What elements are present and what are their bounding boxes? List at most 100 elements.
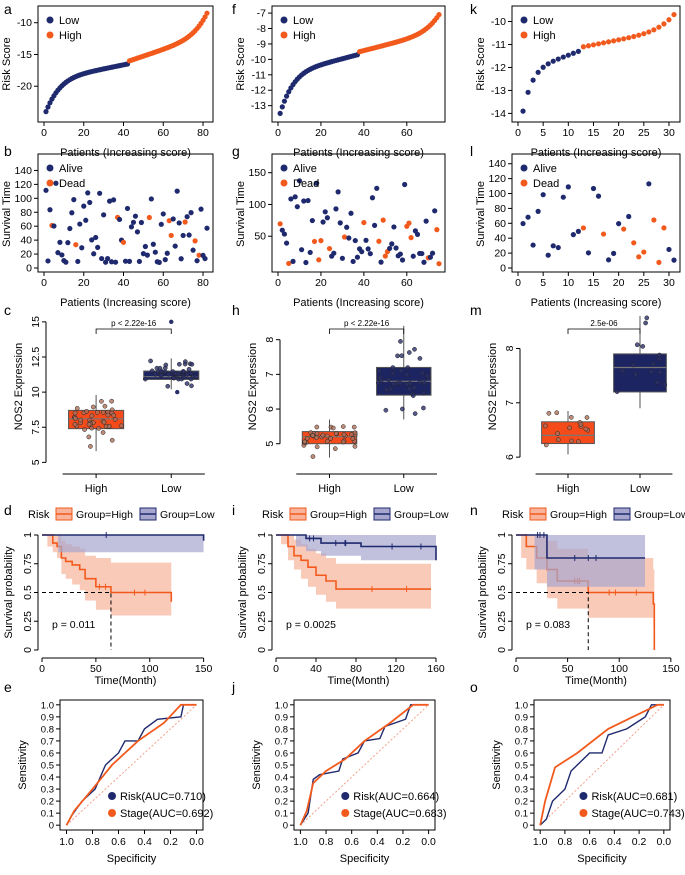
survival-point-alive	[397, 251, 403, 257]
y-axis-label: NOS2 Expression	[13, 343, 25, 430]
risk-point-low	[530, 77, 536, 83]
survival-point-alive	[186, 232, 192, 238]
y-tick-label: 140	[14, 165, 32, 177]
x-tick-label: 10	[562, 127, 574, 139]
x-axis-label: Specificity	[107, 853, 157, 865]
risk-point-low	[555, 56, 561, 62]
y-tick-label: 0	[500, 263, 506, 275]
y-tick-label: 0.75	[22, 553, 34, 574]
jitter-point	[404, 372, 410, 378]
panel-letter: o	[470, 679, 478, 695]
box-high	[541, 421, 595, 445]
x-tick-label: 160	[427, 663, 445, 675]
panel-letter: b	[4, 143, 12, 159]
jitter-point	[89, 425, 95, 431]
survival-point-alive	[150, 241, 156, 247]
y-tick-label: 100	[488, 188, 506, 200]
survival-point-alive	[335, 189, 341, 195]
y-tick-label: 1.0	[41, 700, 54, 711]
y-tick-label: 40	[494, 233, 506, 245]
jitter-point	[424, 373, 430, 379]
y-tick-label: 0.1	[515, 809, 528, 820]
x-tick-label: 40	[310, 663, 322, 675]
panel-letter: f	[232, 1, 236, 17]
roc-curve-stage	[299, 703, 429, 826]
survival-point-alive	[281, 231, 288, 237]
jitter-point	[644, 315, 650, 321]
legend-title: Risk	[28, 509, 50, 521]
risk-point-low	[45, 104, 51, 110]
y-tick-label: 0.25	[256, 611, 268, 632]
y-tick-label: 7	[504, 400, 516, 406]
risk-point-low	[540, 64, 546, 70]
y-tick-label: 0.4	[275, 773, 288, 784]
jitter-point	[340, 424, 346, 429]
x-tick-label: 0.2	[396, 836, 411, 848]
jitter-point	[546, 410, 552, 416]
jitter-point	[398, 339, 403, 344]
roc-curve-risk	[299, 704, 429, 826]
survival-point-alive	[162, 257, 168, 263]
legend-marker-high	[520, 31, 528, 39]
risk-point-low	[279, 104, 285, 110]
diagonal-reference	[539, 704, 665, 826]
survival-point-dead	[146, 214, 152, 221]
y-tick-label: 60	[20, 221, 32, 233]
roc-curve-stage	[539, 703, 664, 826]
x-tick-label: 1.0	[293, 836, 308, 848]
y-tick-label: -12	[251, 85, 266, 97]
legend-marker-low	[280, 16, 288, 24]
y-tick-label: 0.9	[275, 712, 288, 723]
jitter-point	[159, 368, 164, 374]
y-axis-label: Risk Score	[475, 37, 487, 90]
y-tick-label: 40	[20, 235, 32, 247]
survival-point-alive	[540, 192, 546, 198]
survival-point-alive	[520, 220, 526, 227]
legend-label-stage: Stage(AUC=0.692)	[120, 808, 213, 820]
jitter-point	[350, 436, 356, 441]
jitter-point	[614, 389, 620, 395]
risk-point-high	[671, 11, 677, 18]
risk-point-low	[545, 61, 551, 67]
survival-point-alive	[89, 237, 95, 243]
survival-point-alive	[421, 259, 427, 265]
y-tick-label: -15	[17, 49, 32, 61]
x-tick-label: 80	[197, 277, 209, 289]
jitter-point	[186, 366, 192, 372]
jitter-point	[400, 406, 405, 412]
survival-point-alive	[367, 251, 373, 257]
x-tick-label: 0	[39, 663, 45, 675]
survival-point-dead	[311, 238, 318, 245]
survival-point-dead	[182, 219, 188, 225]
legend-label-low: Low	[293, 15, 313, 27]
jitter-point	[314, 444, 320, 450]
x-tick-label: 25	[638, 277, 650, 289]
survival-point-alive	[432, 208, 438, 214]
x-tick-label: 20	[78, 127, 90, 139]
survival-point-alive	[427, 254, 434, 260]
jitter-point	[333, 431, 339, 436]
survival-point-alive	[378, 259, 384, 265]
y-tick-label: 0	[496, 647, 508, 653]
y-tick-label: 0.6	[275, 748, 288, 759]
y-tick-label: 60	[494, 218, 506, 230]
legend-label-stage: Stage(AUC=0.683)	[353, 808, 446, 820]
y-tick-label: 100	[248, 199, 266, 211]
panel-letter: i	[232, 502, 235, 518]
legend-marker-low	[520, 16, 528, 24]
survival-point-alive	[136, 258, 143, 265]
survival-point-alive	[374, 185, 380, 191]
survival-point-alive	[590, 185, 597, 192]
x-tick-label: 10	[562, 277, 574, 289]
jitter-point	[328, 436, 333, 441]
risk-point-high	[661, 21, 667, 27]
survival-point-alive	[545, 252, 551, 258]
jitter-point	[662, 382, 668, 388]
x-tick-label: 0.4	[370, 836, 385, 848]
y-tick-label: 20	[20, 249, 32, 261]
x-tick-label: 40	[358, 277, 370, 289]
legend-label-stage: Stage(AUC=0.743)	[591, 808, 684, 820]
jitter-point	[72, 422, 78, 427]
x-tick-label: 0.8	[558, 836, 573, 848]
survival-point-alive	[339, 255, 345, 261]
